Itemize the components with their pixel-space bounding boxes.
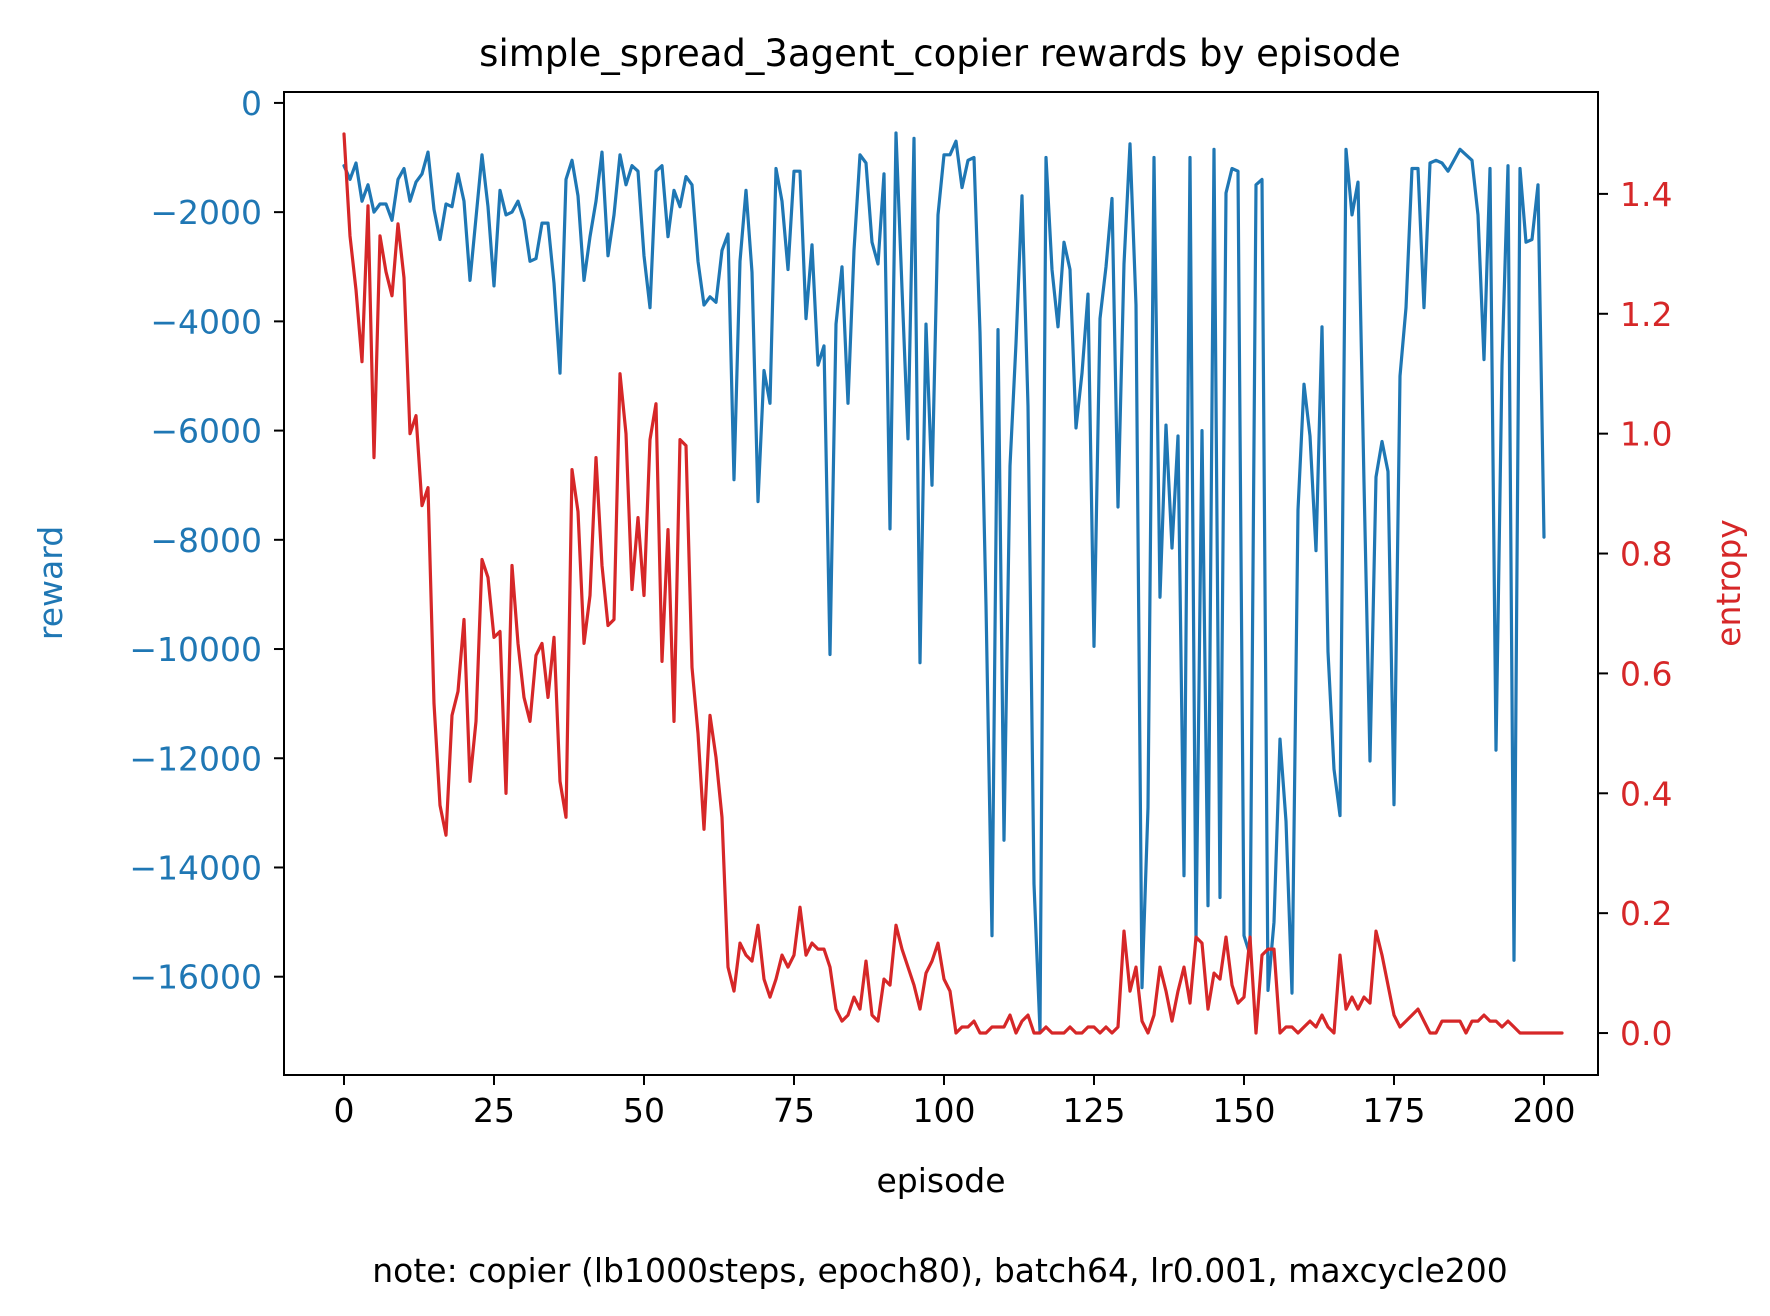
y-right-tick-label: 1.4 <box>1620 175 1672 214</box>
x-tick-label: 100 <box>913 1091 976 1130</box>
y-axis-right: 0.0 0.2 0.4 0.6 0.8 1.0 1.2 1.4 <box>1598 175 1672 1053</box>
y-left-tick-label: −10000 <box>129 630 262 669</box>
entropy-series-layer <box>342 132 1564 1035</box>
x-tick-label: 50 <box>623 1091 665 1130</box>
y-left-tick-label: −16000 <box>129 958 262 997</box>
plot-frame <box>283 91 1599 1076</box>
y-right-tick-label: 1.2 <box>1620 295 1672 334</box>
y-left-tick-label: −14000 <box>129 848 262 887</box>
y-axis-label-right: entropy <box>1709 519 1748 647</box>
y-right-tick-label: 0.8 <box>1620 535 1672 574</box>
x-tick-label: 125 <box>1063 1091 1126 1130</box>
x-tick-label: 75 <box>773 1091 815 1130</box>
entropy-series-line <box>342 132 1564 1035</box>
x-tick-label: 25 <box>473 1091 515 1130</box>
y-right-tick-label: 0.4 <box>1620 774 1672 813</box>
reward-series-layer <box>342 131 1546 1033</box>
y-right-tick-label: 0.2 <box>1620 894 1672 933</box>
y-left-tick-label: −4000 <box>150 302 262 341</box>
y-left-tick-label: 0 <box>241 84 262 123</box>
y-axis-label-left: reward <box>31 526 70 640</box>
y-left-tick-label: −12000 <box>129 739 262 778</box>
x-tick-label: 175 <box>1363 1091 1426 1130</box>
x-tick-label: 200 <box>1513 1091 1576 1130</box>
footnote: note: copier (lb1000steps, epoch80), bat… <box>372 1251 1508 1290</box>
y-axis-left: 0 −2000 −4000 −6000 −8000 −10000 −12000 −14000 −… <box>129 84 284 997</box>
x-axis: 0 25 50 75 100 125 150 175 200 <box>334 1075 1576 1130</box>
y-right-tick-label: 1.0 <box>1620 415 1672 454</box>
reward-series-line <box>342 131 1546 1033</box>
chart-title: simple_spread_3agent_copier rewards by e… <box>479 32 1401 75</box>
y-left-tick-label: −6000 <box>150 412 262 451</box>
y-left-tick-label: −2000 <box>150 193 262 232</box>
x-axis-label: episode <box>876 1161 1005 1200</box>
y-right-tick-label: 0.0 <box>1620 1014 1672 1053</box>
y-right-tick-label: 0.6 <box>1620 654 1672 693</box>
x-tick-label: 0 <box>334 1091 355 1130</box>
y-left-tick-label: −8000 <box>150 521 262 560</box>
x-tick-label: 150 <box>1213 1091 1276 1130</box>
